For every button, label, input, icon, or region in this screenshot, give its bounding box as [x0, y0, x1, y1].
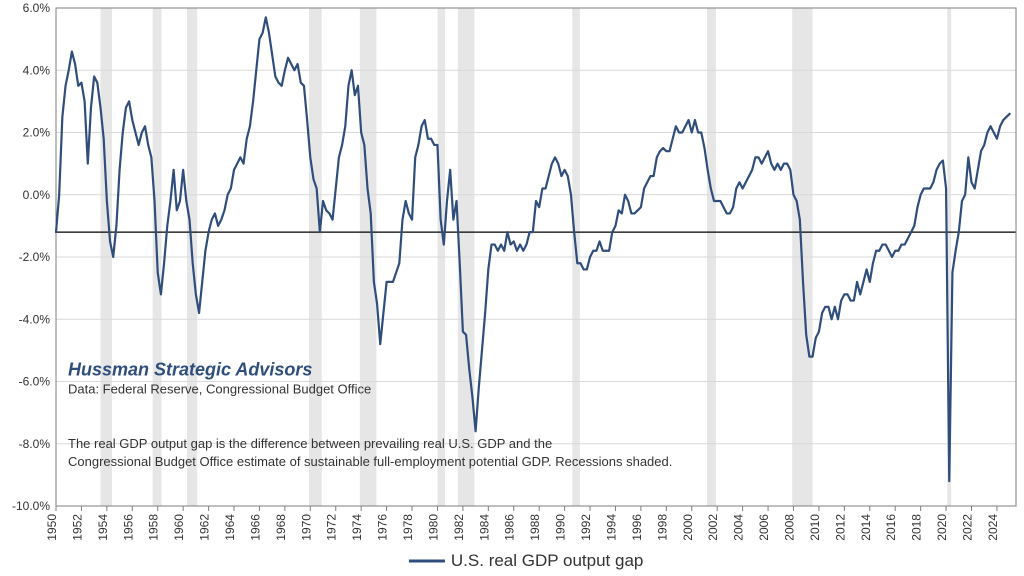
x-tick-label: 1988 [528, 514, 542, 541]
x-tick-label: 1956 [121, 514, 135, 541]
x-tick-label: 2004 [732, 514, 746, 541]
y-tick-label: 4.0% [23, 63, 51, 77]
x-tick-label: 1968 [274, 514, 288, 541]
chart-container: -10.0% -8.0% -6.0% -4.0% -2.0% 0.0% 2.0% 4.0% 6.… [0, 0, 1024, 576]
y-tick-label: 6.0% [23, 1, 51, 15]
y-tick-label: -6.0% [19, 375, 51, 389]
line-chart: -10.0% -8.0% -6.0% -4.0% -2.0% 0.0% 2.0% 4.0% 6.… [0, 0, 1024, 576]
x-tick-label: 2002 [706, 514, 720, 541]
x-tick-label: 1964 [223, 514, 237, 541]
x-tick-label: 1982 [452, 514, 466, 541]
x-tick-label: 1962 [198, 514, 212, 541]
x-tick-label: 1994 [604, 514, 618, 541]
x-tick-label: 1992 [579, 514, 593, 541]
x-tick-label: 1952 [70, 514, 84, 541]
x-tick-label: 2000 [681, 514, 695, 541]
x-tick-label: 2022 [960, 514, 974, 541]
x-tick-label: 1986 [503, 514, 517, 541]
y-tick-label: -4.0% [19, 312, 51, 326]
x-tick-label: 2010 [808, 514, 822, 541]
x-tick-label: 2018 [910, 514, 924, 541]
x-tick-label: 1960 [172, 514, 186, 541]
x-tick-label: 1980 [426, 514, 440, 541]
source-title: Hussman Strategic Advisors [68, 360, 312, 380]
x-tick-label: 1984 [477, 514, 491, 541]
x-tick-label: 1958 [147, 514, 161, 541]
y-tick-label: -2.0% [19, 250, 51, 264]
x-tick-label: 2006 [757, 514, 771, 541]
x-tick-label: 1966 [248, 514, 262, 541]
x-tick-label: 1954 [96, 514, 110, 541]
y-tick-label: 0.0% [23, 188, 51, 202]
legend-label: U.S. real GDP output gap [451, 551, 643, 570]
caption-line-2: Congressional Budget Office estimate of … [68, 454, 672, 469]
y-tick-label: -10.0% [12, 499, 50, 513]
y-tick-label: -8.0% [19, 437, 51, 451]
x-tick-label: 1974 [350, 514, 364, 541]
y-tick-label: 2.0% [23, 126, 51, 140]
caption-line-1: The real GDP output gap is the differenc… [68, 436, 552, 451]
x-tick-label: 2024 [986, 514, 1000, 541]
x-tick-label: 1976 [376, 514, 390, 541]
x-tick-label: 1970 [299, 514, 313, 541]
x-tick-label: 1978 [401, 514, 415, 541]
x-tick-label: 1996 [630, 514, 644, 541]
x-tick-label: 2008 [782, 514, 796, 541]
x-tick-label: 2020 [935, 514, 949, 541]
x-tick-label: 1998 [655, 514, 669, 541]
x-tick-label: 1950 [45, 514, 59, 541]
x-tick-label: 2014 [859, 514, 873, 541]
x-tick-label: 1990 [554, 514, 568, 541]
x-tick-label: 2012 [833, 514, 847, 541]
x-tick-label: 1972 [325, 514, 339, 541]
source-data-line: Data: Federal Reserve, Congressional Bud… [68, 382, 371, 397]
x-tick-label: 2016 [884, 514, 898, 541]
